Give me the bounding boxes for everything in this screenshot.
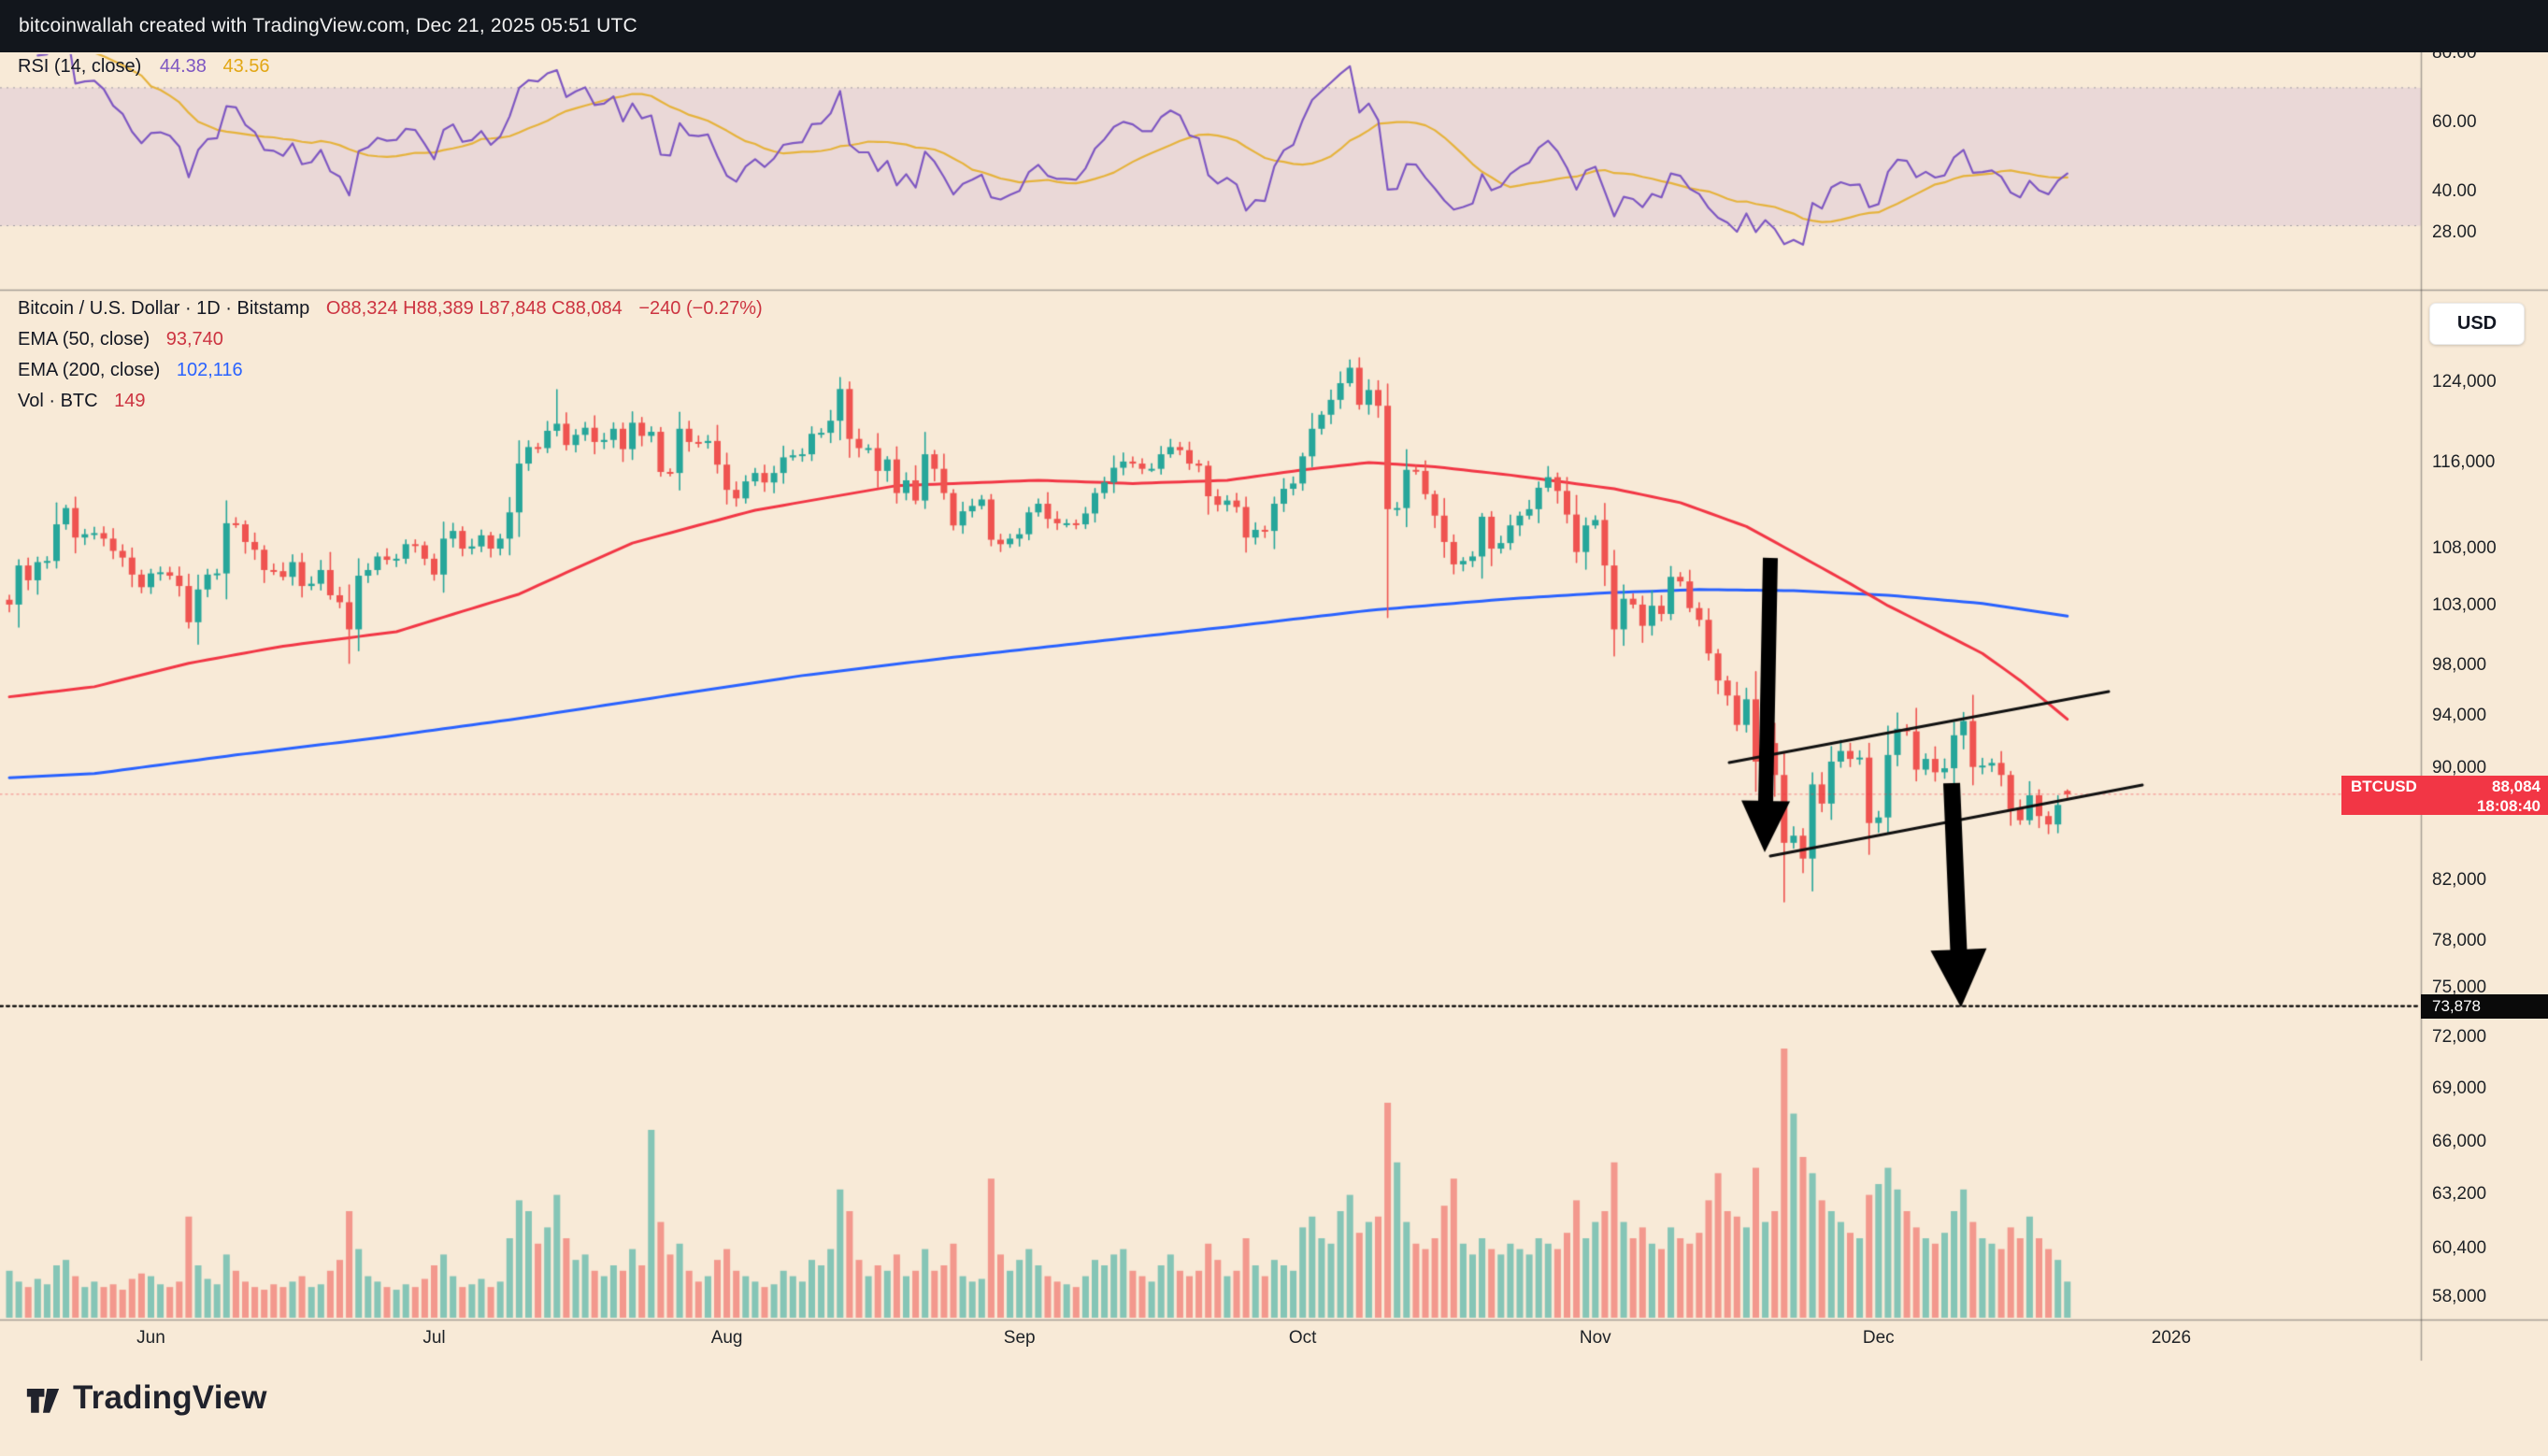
- price-axis-label: 58,000: [2432, 1287, 2487, 1307]
- time-axis-label: Aug: [710, 1328, 743, 1348]
- price-axis-label: 108,000: [2432, 538, 2497, 559]
- volume-label: Vol · BTC: [18, 391, 98, 411]
- tradingview-logo[interactable]: TradingView: [24, 1379, 267, 1417]
- ohlc-values: O88,324 H88,389 L87,848 C88,084: [325, 298, 623, 319]
- topbar-title: bitcoinwallah created with TradingView.c…: [19, 15, 637, 36]
- time-axis-label: Sep: [1003, 1328, 1036, 1348]
- price-axis-label: 116,000: [2432, 451, 2496, 472]
- ema200-value: 102,116: [176, 360, 243, 380]
- price-axis-label: 103,000: [2432, 595, 2497, 616]
- rsi-axis-label: 28.00: [2432, 221, 2477, 242]
- rsi-axis-label: 60.00: [2432, 111, 2477, 132]
- volume-value: 149: [114, 391, 146, 411]
- price-axis[interactable]: 124,000 116,000 108,000 103,000 98,000 94,000…: [2421, 0, 2548, 1456]
- time-axis-label: Nov: [1579, 1328, 1611, 1348]
- price-axis-label: 124,000: [2432, 372, 2497, 392]
- current-price-tag: BTCUSD 88,084 18:08:40: [2341, 775, 2548, 815]
- time-axis-label: Jun: [136, 1328, 165, 1348]
- volume-legend-row[interactable]: Vol · BTC 149: [18, 386, 763, 417]
- price-axis-label: 60,400: [2432, 1238, 2487, 1259]
- time-axis-label: Jul: [422, 1328, 446, 1348]
- price-axis-label: 78,000: [2432, 930, 2487, 950]
- time-axis[interactable]: Jun Jul Aug Sep Oct Nov Dec 2026: [0, 1320, 2421, 1361]
- price-tag-value: 88,084: [2492, 777, 2541, 795]
- change-value: −240 (−0.27%): [638, 298, 763, 319]
- price-tag-countdown: 18:08:40: [2476, 796, 2541, 815]
- price-axis-label: 98,000: [2432, 655, 2487, 676]
- symbol-title: Bitcoin / U.S. Dollar · 1D · Bitstamp: [18, 298, 310, 319]
- time-axis-label: Dec: [1862, 1328, 1895, 1348]
- rsi-legend[interactable]: RSI (14, close) 44.38 43.56: [18, 56, 270, 78]
- price-axis-label: 69,000: [2432, 1078, 2487, 1098]
- rsi-legend-title: RSI (14, close): [18, 56, 142, 77]
- rsi-axis-label: 40.00: [2432, 180, 2477, 201]
- symbol-legend-row[interactable]: Bitcoin / U.S. Dollar · 1D · Bitstamp O8…: [18, 293, 763, 324]
- price-axis-label: 66,000: [2432, 1131, 2487, 1151]
- price-axis-label: 82,000: [2432, 870, 2487, 891]
- level-price-tag: 73,878: [2421, 993, 2548, 1019]
- main-legend: Bitcoin / U.S. Dollar · 1D · Bitstamp O8…: [18, 293, 763, 417]
- ema200-label: EMA (200, close): [18, 360, 161, 380]
- time-axis-label: Oct: [1288, 1328, 1317, 1348]
- ema50-label: EMA (50, close): [18, 329, 150, 350]
- rsi-ma-value: 43.56: [222, 56, 270, 77]
- time-axis-label: 2026: [2151, 1328, 2192, 1348]
- currency-usd-button[interactable]: USD: [2429, 303, 2525, 345]
- price-axis-label: 75,000: [2432, 978, 2487, 998]
- price-axis-label: 90,000: [2432, 758, 2487, 778]
- tradingview-wordmark: TradingView: [73, 1379, 267, 1416]
- ema50-legend-row[interactable]: EMA (50, close) 93,740: [18, 324, 763, 355]
- price-axis-label: 94,000: [2432, 706, 2487, 726]
- level-price-value: 73,878: [2432, 996, 2481, 1015]
- ema200-legend-row[interactable]: EMA (200, close) 102,116: [18, 355, 763, 386]
- ema50-value: 93,740: [165, 329, 223, 350]
- price-axis-label: 72,000: [2432, 1026, 2487, 1047]
- currency-usd-label: USD: [2456, 313, 2498, 334]
- rsi-value: 44.38: [159, 56, 207, 77]
- price-axis-label: 63,200: [2432, 1183, 2487, 1204]
- tradingview-mark-icon: [24, 1379, 62, 1417]
- topbar: bitcoinwallah created with TradingView.c…: [0, 0, 2548, 52]
- price-tag-symbol: BTCUSD: [2351, 777, 2417, 795]
